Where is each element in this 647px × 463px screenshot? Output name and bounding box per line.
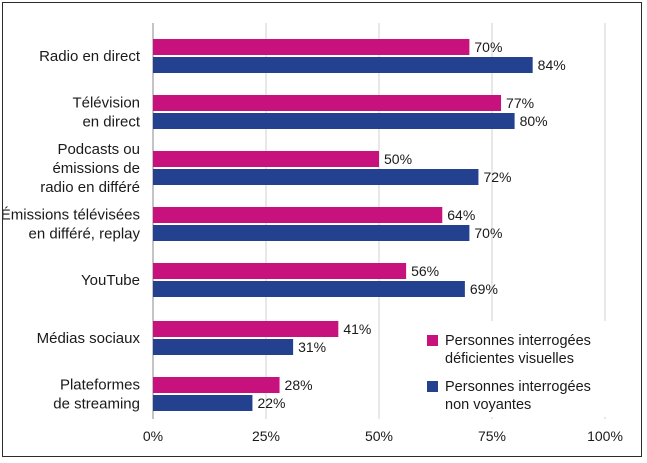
x-tick-label-25: 25% bbox=[252, 428, 280, 444]
data-label-s1-c1: 70% bbox=[474, 39, 502, 55]
bar-s1-c5 bbox=[153, 263, 407, 279]
bar-s1-c4 bbox=[153, 207, 443, 223]
category-labels: Radio en direct Télévision en direct Podcas… bbox=[3, 48, 141, 413]
x-tick-label-50: 50% bbox=[365, 428, 393, 444]
x-tick-label-0: 0% bbox=[143, 428, 163, 444]
category-label-2-line-2: en direct bbox=[82, 114, 140, 131]
bar-s1-c3 bbox=[153, 151, 379, 167]
category-label-4-line-2: en différé, replay bbox=[29, 226, 141, 243]
legend-swatch-1 bbox=[427, 335, 438, 346]
bar-s2-c5 bbox=[153, 281, 465, 297]
legend-label-1-line-1: Personnes interrogées bbox=[445, 333, 591, 349]
bar-s1-c7 bbox=[153, 377, 280, 393]
category-label-5-line-1: YouTube bbox=[81, 272, 140, 289]
category-label-6-line-1: Médias sociaux bbox=[37, 330, 141, 347]
category-label-3-line-1: Podcasts ou bbox=[57, 141, 140, 158]
bars: 70% 77% 50% 64% 56% 41% 28% 84% 80% 72% 70% 69% 31% 2… bbox=[153, 39, 566, 411]
data-label-s2-c1: 84% bbox=[538, 57, 566, 73]
legend-label-1-line-2: déficientes visuelles bbox=[445, 351, 574, 367]
bar-s1-c6 bbox=[153, 321, 339, 337]
x-axis-ticks: 0% 25% 50% 75% 100% bbox=[143, 428, 623, 444]
bar-s1-c1 bbox=[153, 39, 470, 55]
category-label-2-line-1: Télévision bbox=[72, 95, 140, 112]
category-label-3-line-2: émissions de bbox=[52, 160, 140, 177]
data-label-s2-c4: 70% bbox=[474, 225, 502, 241]
x-tick-label-75: 75% bbox=[478, 428, 506, 444]
bar-s2-c3 bbox=[153, 169, 479, 185]
legend-swatch-2 bbox=[427, 381, 438, 392]
data-label-s2-c5: 69% bbox=[470, 281, 498, 297]
legend-label-2-line-2: non voyantes bbox=[445, 397, 531, 413]
bar-s2-c2 bbox=[153, 113, 515, 129]
x-tick-label-100: 100% bbox=[587, 428, 623, 444]
data-label-s1-c5: 56% bbox=[411, 263, 439, 279]
category-label-3-line-3: radio en différé bbox=[40, 179, 140, 196]
data-label-s2-c2: 80% bbox=[520, 113, 548, 129]
bar-s1-c2 bbox=[153, 95, 502, 111]
data-label-s1-c7: 28% bbox=[285, 377, 313, 393]
data-label-s1-c4: 64% bbox=[447, 207, 475, 223]
category-label-4-line-1: Émissions télévisées bbox=[3, 207, 140, 224]
category-label-7-line-2: de streaming bbox=[53, 396, 140, 413]
data-label-s2-c6: 31% bbox=[298, 339, 326, 355]
legend: Personnes interrogées déficientes visuell… bbox=[417, 321, 625, 417]
bar-chart: 70% 77% 50% 64% 56% 41% 28% 84% 80% 72% 70% 69% 31% 2… bbox=[3, 23, 625, 444]
bar-s2-c6 bbox=[153, 339, 294, 355]
bar-s2-c4 bbox=[153, 225, 470, 241]
bar-s2-c7 bbox=[153, 395, 253, 411]
category-label-1-line-1: Radio en direct bbox=[39, 48, 141, 65]
data-label-s2-c3: 72% bbox=[483, 169, 511, 185]
chart-frame: 70% 77% 50% 64% 56% 41% 28% 84% 80% 72% 70% 69% 31% 2… bbox=[2, 2, 642, 457]
category-label-7-line-1: Plateformes bbox=[60, 377, 140, 394]
data-label-s1-c2: 77% bbox=[506, 95, 534, 111]
bar-s2-c1 bbox=[153, 57, 533, 73]
legend-label-2-line-1: Personnes interrogées bbox=[445, 379, 591, 395]
data-label-s1-c3: 50% bbox=[384, 151, 412, 167]
legend-background bbox=[417, 321, 625, 417]
data-label-s1-c6: 41% bbox=[343, 321, 371, 337]
data-label-s2-c7: 22% bbox=[257, 395, 285, 411]
